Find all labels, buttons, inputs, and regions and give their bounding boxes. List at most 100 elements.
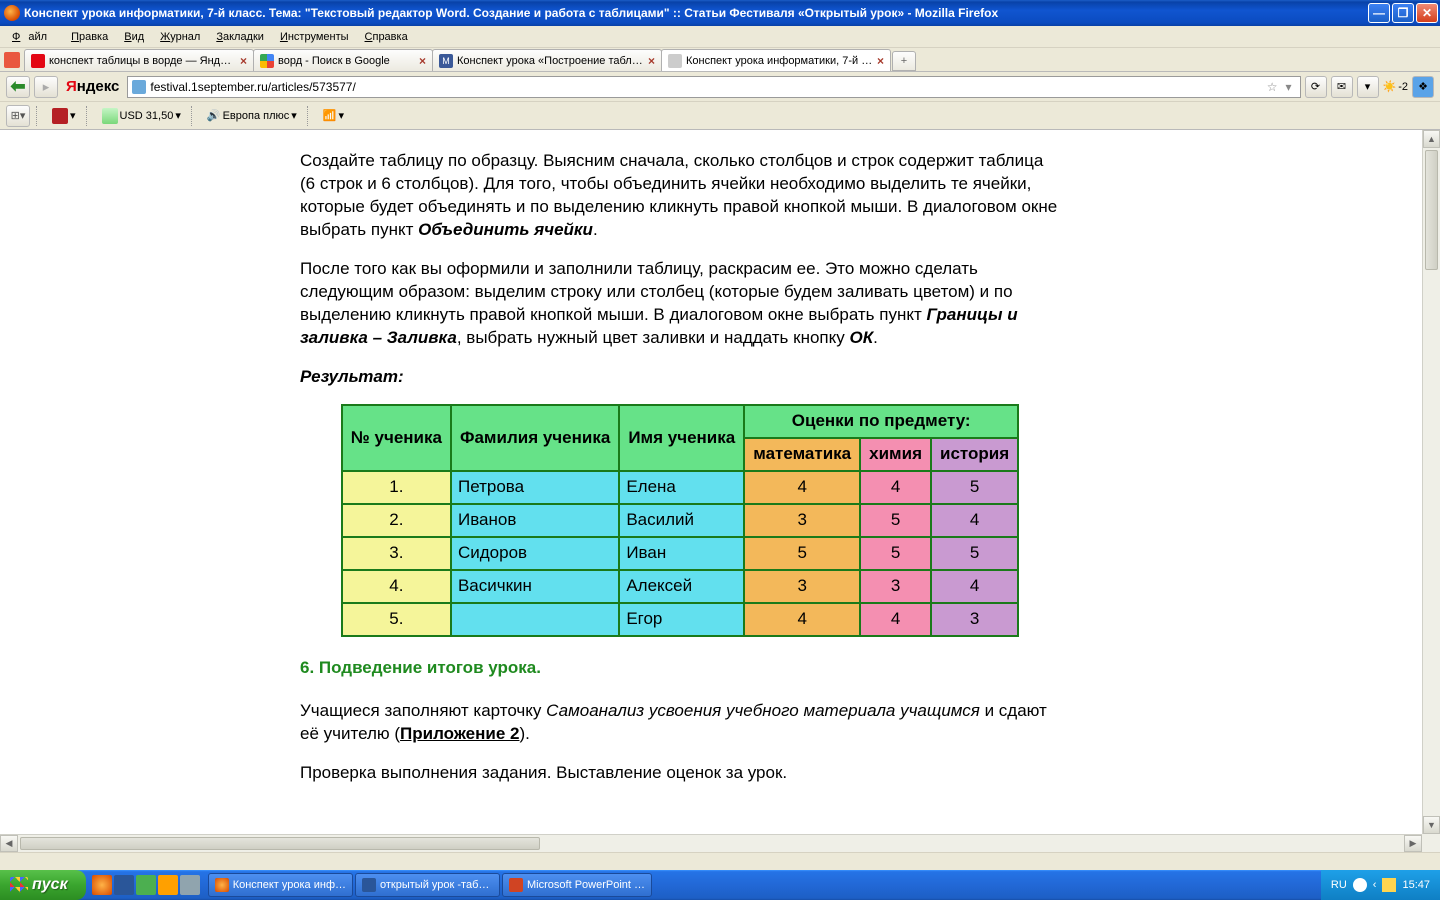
start-button[interactable]: пуск: [0, 870, 86, 900]
url-input[interactable]: [150, 80, 1262, 94]
weather-temp: -2: [1398, 81, 1408, 93]
paragraph: Создайте таблицу по образцу. Выясним сна…: [300, 150, 1060, 242]
tray-shield-icon[interactable]: [1382, 878, 1396, 892]
nav-forward-button[interactable]: ▸: [34, 76, 58, 98]
stats-button[interactable]: 📶 ▾: [319, 107, 348, 124]
tab-0[interactable]: конспект таблицы в ворде — Яндекс: … ×: [24, 49, 254, 71]
tab-close-icon[interactable]: ×: [419, 54, 426, 68]
search-engine-label[interactable]: Яндекс: [62, 78, 123, 95]
window-maximize-button[interactable]: ❐: [1392, 3, 1414, 23]
new-tab-button[interactable]: +: [892, 51, 916, 71]
currency-icon: [102, 108, 118, 124]
task-icon: [362, 878, 376, 892]
menu-help[interactable]: Справка: [357, 29, 416, 45]
home-tab-icon[interactable]: [4, 52, 20, 68]
tab-favicon: [31, 54, 45, 68]
content-area: Создайте таблицу по образцу. Выясним сна…: [0, 130, 1440, 852]
bookmark-dropdown-button[interactable]: ▾: [1357, 76, 1379, 98]
currency-widget[interactable]: USD 31,50 ▾: [98, 106, 185, 126]
vertical-scrollbar[interactable]: ▲ ▼: [1422, 130, 1440, 834]
task-icon: [509, 878, 523, 892]
tab-favicon: [668, 54, 682, 68]
tab-2[interactable]: M Конспект урока «Построение таблиц в… ×: [432, 49, 662, 71]
quicklaunch-firefox-icon[interactable]: [92, 875, 112, 895]
task-label: Microsoft PowerPoint …: [527, 879, 645, 891]
tab-close-icon[interactable]: ×: [877, 54, 884, 68]
tab-close-icon[interactable]: ×: [240, 54, 247, 68]
reload-button[interactable]: ⟳: [1305, 76, 1327, 98]
menu-file[interactable]: Файл: [4, 29, 63, 45]
scroll-right-icon[interactable]: ▶: [1404, 835, 1422, 852]
quicklaunch-icon[interactable]: [180, 875, 200, 895]
quick-launch: [86, 875, 206, 895]
window-title: Конспект урока информатики, 7-й класс. Т…: [24, 6, 1368, 20]
weather-widget[interactable]: ☀️ -2: [1383, 80, 1408, 93]
tab-favicon: [260, 54, 274, 68]
menu-tools[interactable]: Инструменты: [272, 29, 357, 45]
window-close-button[interactable]: ✕: [1416, 3, 1438, 23]
tab-favicon: M: [439, 54, 453, 68]
task-button[interactable]: Конспект урока инф…: [208, 873, 353, 897]
chart-icon: 📶: [323, 109, 337, 122]
tray-expand-icon[interactable]: ‹: [1373, 879, 1377, 891]
quicklaunch-icon[interactable]: [158, 875, 178, 895]
system-tray: RU ‹ 15:47: [1321, 870, 1440, 900]
task-button[interactable]: Microsoft PowerPoint …: [502, 873, 652, 897]
result-label: Результат:: [300, 366, 1060, 389]
tray-time[interactable]: 15:47: [1402, 879, 1430, 891]
grades-table: № ученикаФамилия ученикаИмя ученикаОценк…: [341, 404, 1019, 637]
mail-button[interactable]: ✉: [1331, 76, 1353, 98]
bookmark-star-icon[interactable]: ☆: [1263, 80, 1282, 94]
feed-button[interactable]: ⊞▾: [6, 105, 30, 127]
radio-label: Европа плюс: [223, 110, 290, 122]
task-label: открытый урок -таб…: [380, 879, 489, 891]
windows-flag-icon: [10, 877, 28, 893]
attachment-link[interactable]: Приложение 2: [400, 724, 519, 743]
horizontal-scrollbar[interactable]: ◀ ▶: [0, 834, 1422, 852]
menu-view[interactable]: Вид: [116, 29, 152, 45]
tab-3[interactable]: Конспект урока информатики, 7-й кла… ×: [661, 49, 891, 71]
tab-label: ворд - Поиск в Google: [278, 55, 415, 67]
task-button[interactable]: открытый урок -таб…: [355, 873, 500, 897]
task-buttons: Конспект урока инф… открытый урок -таб… …: [206, 873, 1321, 897]
url-input-container[interactable]: ☆ ▾: [127, 76, 1300, 98]
scroll-up-icon[interactable]: ▲: [1423, 130, 1440, 148]
scroll-thumb[interactable]: [1425, 150, 1438, 270]
task-icon: [215, 878, 229, 892]
paragraph: Учащиеся заполняют карточку Самоанализ у…: [300, 700, 1060, 746]
menu-edit[interactable]: Правка: [63, 29, 116, 45]
menu-bar: Файл Правка Вид Журнал Закладки Инструме…: [0, 26, 1440, 48]
scroll-left-icon[interactable]: ◀: [0, 835, 18, 852]
nav-back-button[interactable]: ⬅: [6, 76, 30, 98]
content-scroll: Создайте таблицу по образцу. Выясним сна…: [0, 130, 1422, 834]
extension-button[interactable]: ❖: [1412, 76, 1434, 98]
tab-label: Конспект урока информатики, 7-й кла…: [686, 55, 873, 67]
window-minimize-button[interactable]: —: [1368, 3, 1390, 23]
article-body: Создайте таблицу по образцу. Выясним сна…: [300, 130, 1060, 785]
scroll-down-icon[interactable]: ▼: [1423, 816, 1440, 834]
scroll-corner: [1422, 834, 1440, 852]
bookmark-item[interactable]: ▾: [48, 106, 80, 126]
quicklaunch-icon[interactable]: [136, 875, 156, 895]
radio-widget[interactable]: 🔊 Европа плюс ▾: [203, 107, 301, 124]
menu-history[interactable]: Журнал: [152, 29, 208, 45]
tab-close-icon[interactable]: ×: [648, 54, 655, 68]
tab-strip: конспект таблицы в ворде — Яндекс: … × в…: [0, 48, 1440, 72]
tray-lang-label[interactable]: RU: [1331, 879, 1347, 891]
weather-icon: ☀️: [1383, 80, 1397, 93]
firefox-icon: [4, 5, 20, 21]
scroll-thumb-h[interactable]: [20, 837, 540, 850]
tab-1[interactable]: ворд - Поиск в Google ×: [253, 49, 433, 71]
quicklaunch-icon[interactable]: [114, 875, 134, 895]
url-dropdown-icon[interactable]: ▾: [1281, 80, 1295, 94]
bookmarks-toolbar: ⊞▾ ▾ USD 31,50 ▾ 🔊 Европа плюс ▾ 📶 ▾: [0, 102, 1440, 130]
task-label: Конспект урока инф…: [233, 879, 346, 891]
tray-icon[interactable]: [1353, 878, 1367, 892]
section-heading: 6. Подведение итогов урока.: [300, 657, 1060, 680]
status-bar: [0, 852, 1440, 870]
paragraph: Проверка выполнения задания. Выставление…: [300, 762, 1060, 785]
bookmark-icon: [52, 108, 68, 124]
menu-bookmarks[interactable]: Закладки: [208, 29, 272, 45]
tab-label: конспект таблицы в ворде — Яндекс: …: [49, 55, 236, 67]
url-toolbar: ⬅ ▸ Яндекс ☆ ▾ ⟳ ✉ ▾ ☀️ -2 ❖: [0, 72, 1440, 102]
